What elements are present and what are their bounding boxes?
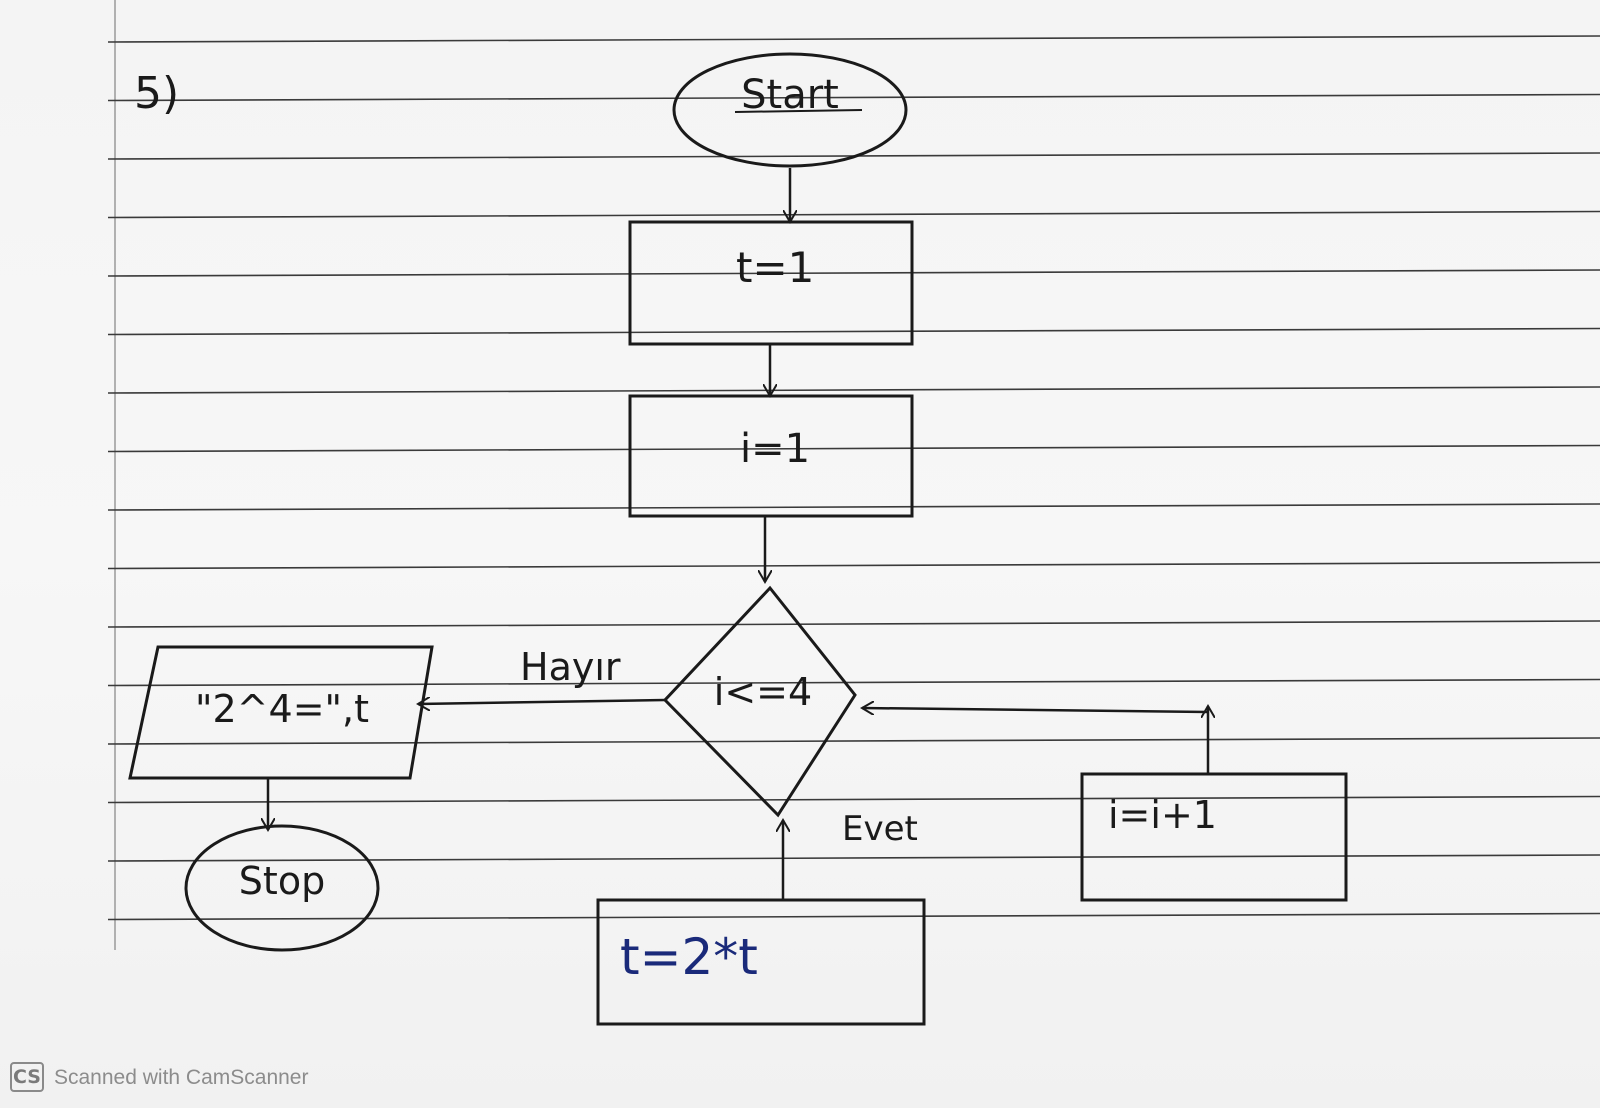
init-i-label: i=1 (740, 426, 810, 472)
start-terminal: Start (672, 52, 908, 168)
ruled-line (107, 93, 1600, 102)
ruled-line (107, 620, 1600, 628)
multiply-label: t=2*t (620, 928, 758, 986)
output-parallelogram: "2^4=",t (128, 645, 434, 780)
process-multiply: t=2*t (596, 898, 926, 1026)
arrow-decision-no (418, 700, 666, 704)
output-label: "2^4=",t (195, 687, 369, 731)
ruled-line (107, 269, 1600, 277)
stop-label: Stop (239, 859, 325, 903)
stop-terminal: Stop (184, 824, 380, 952)
process-init-i: i=1 (628, 394, 914, 518)
ruled-line (107, 210, 1600, 219)
increment-label: i=i+1 (1108, 793, 1217, 837)
decision-label: i<=4 (714, 670, 812, 714)
problem-number: 5) (134, 68, 179, 119)
ruled-line (107, 386, 1600, 394)
process-increment: i=i+1 (1080, 772, 1348, 902)
no-label: Hayır (520, 645, 621, 689)
ruled-line (107, 561, 1600, 570)
arrow-loop-to-decision (862, 708, 1209, 712)
process-init-t: t=1 (628, 220, 914, 346)
ruled-line (107, 327, 1600, 336)
ruled-line (107, 444, 1600, 453)
decision-diamond: i<=4 (662, 585, 857, 818)
camscanner-watermark: Scanned with CamScanner (54, 1066, 309, 1089)
ruled-line (107, 35, 1600, 43)
ruled-line (107, 795, 1600, 804)
ruled-line (107, 912, 1600, 921)
ruled-line (107, 678, 1600, 687)
init-t-label: t=1 (736, 243, 814, 292)
yes-label: Evet (842, 809, 918, 849)
ruled-line (107, 503, 1600, 511)
ruled-line (107, 854, 1600, 862)
camscanner-logo: CS (10, 1062, 44, 1092)
ruled-line (107, 737, 1600, 745)
